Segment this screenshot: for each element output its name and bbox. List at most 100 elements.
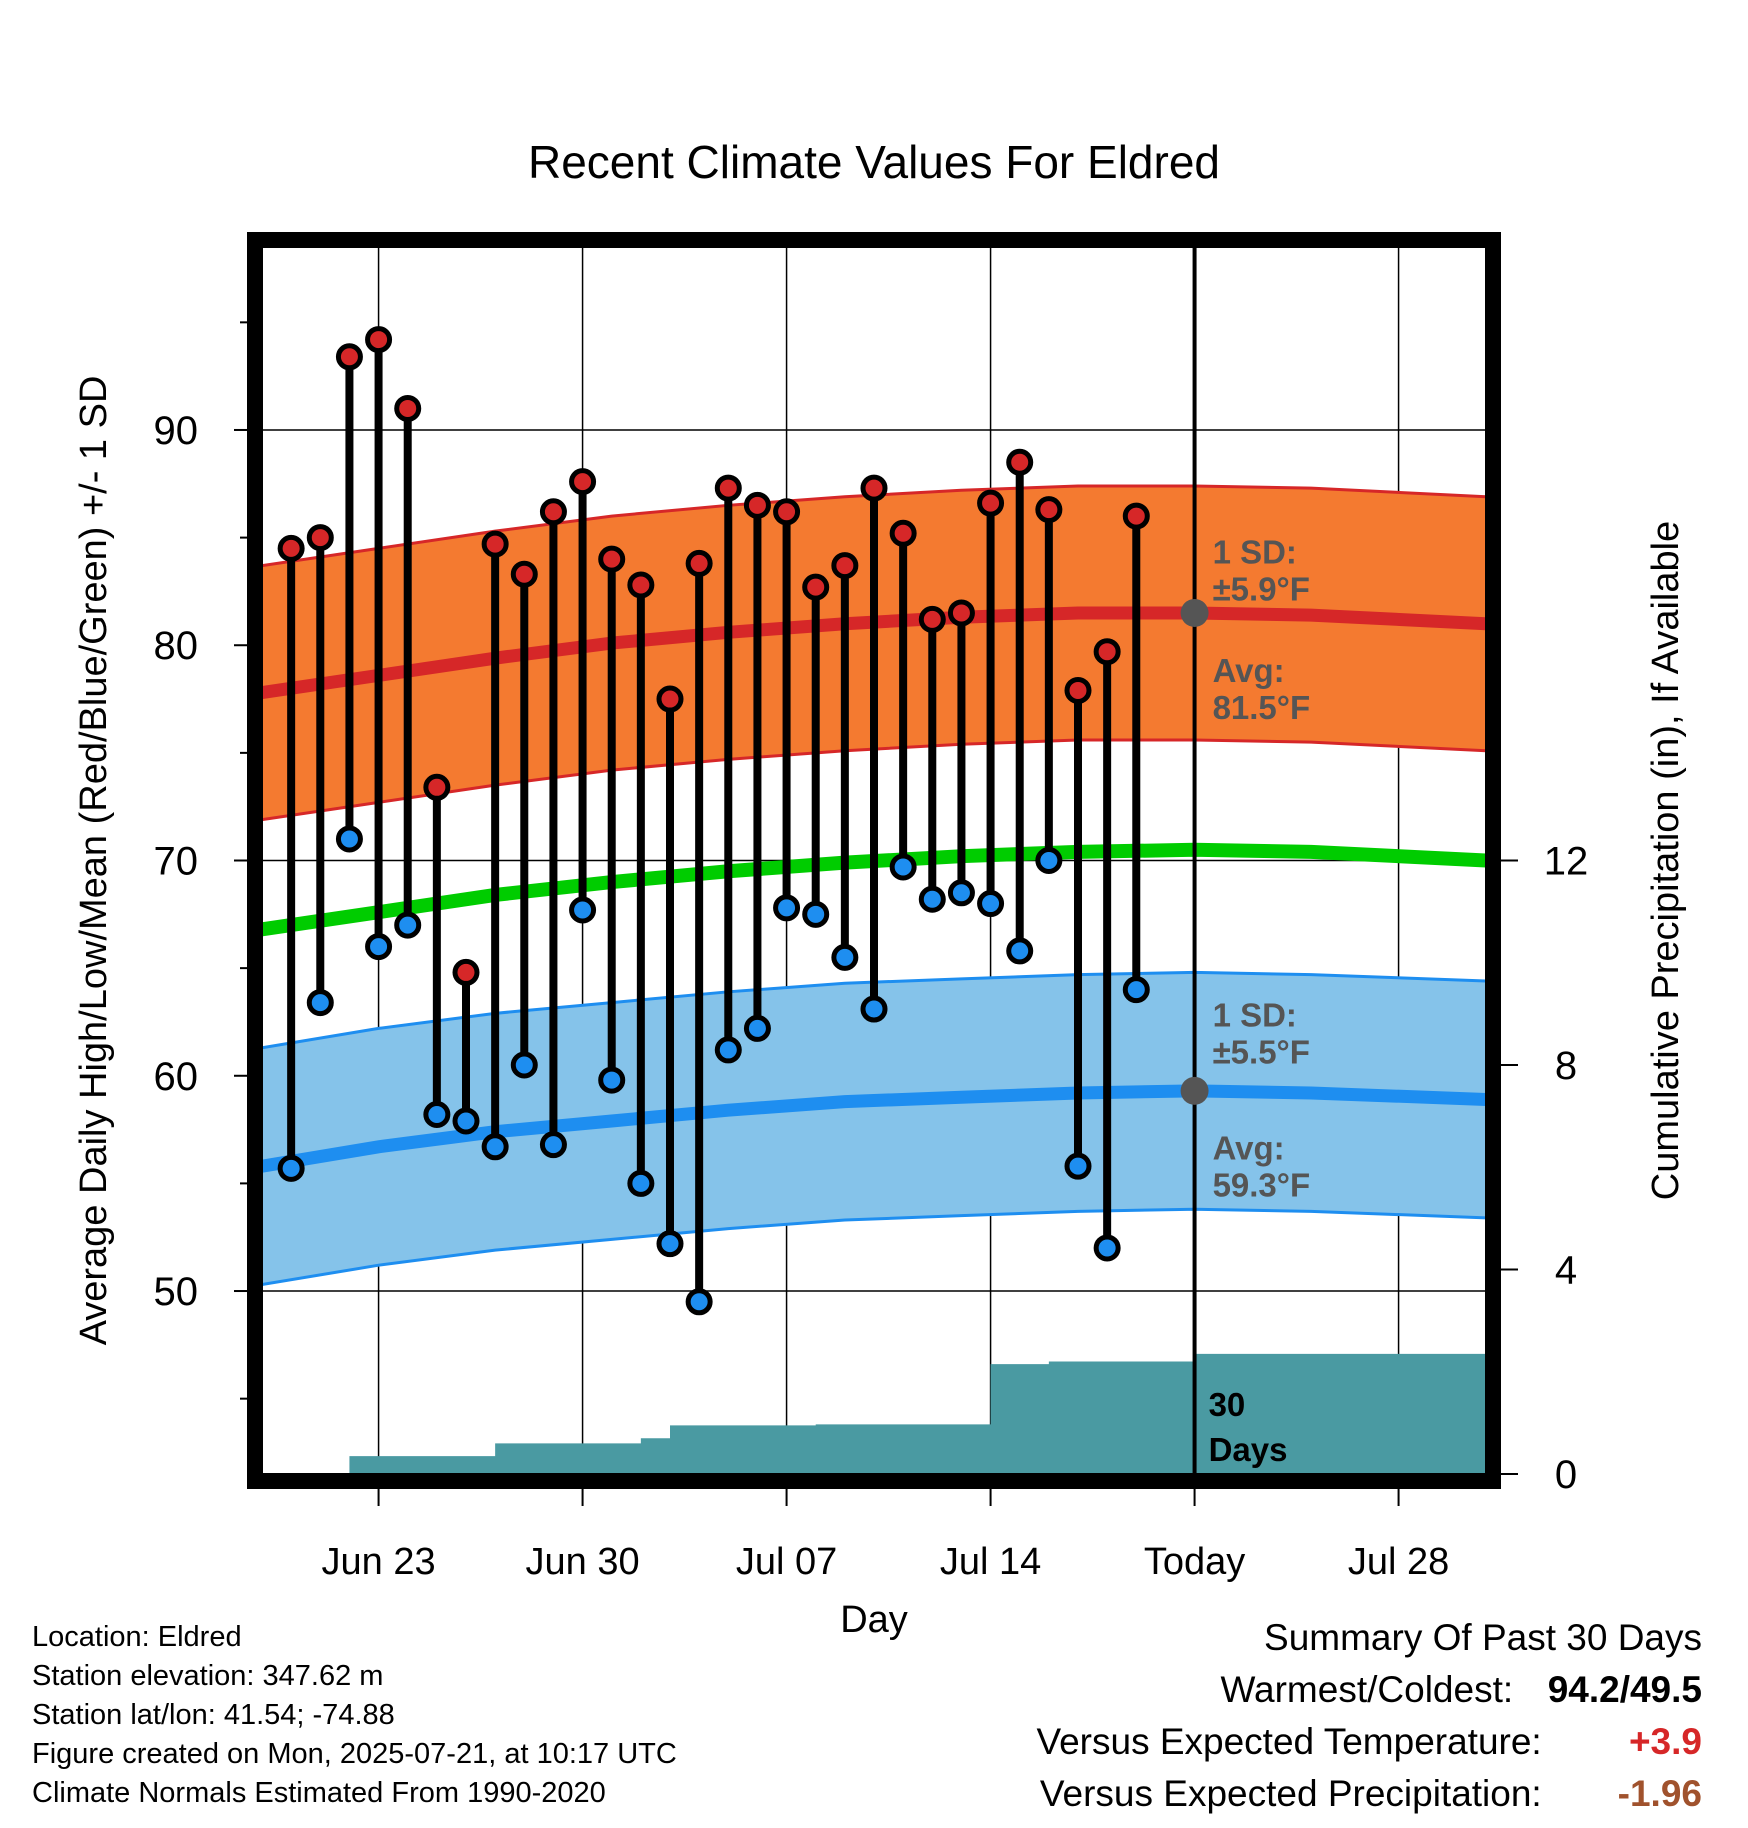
days-unit-label: Days (1209, 1431, 1288, 1468)
created-text: Figure created on Mon, 2025-07-21, at 10… (32, 1738, 677, 1770)
observed-low-point (452, 1107, 480, 1135)
summary-heading: Summary Of Past 30 Days (1264, 1617, 1702, 1658)
observed-low-point (860, 995, 888, 1023)
observed-high-point (539, 498, 567, 526)
y2-tick-label: 4 (1555, 1249, 1577, 1293)
observed-high-point (365, 326, 393, 354)
observed-low-point (1006, 937, 1034, 965)
observed-high-point (569, 468, 597, 496)
y-tick-label: 70 (154, 840, 199, 884)
summary-precip-value: -1.96 (1617, 1773, 1702, 1814)
summary-warmest-value: 94.2/49.5 (1547, 1669, 1702, 1710)
summary-warmest-row: Warmest/Coldest: 94.2/49.5 (1036, 1664, 1702, 1716)
annotation-label: Avg: (1213, 652, 1285, 689)
plot-frame (247, 232, 1501, 1489)
observed-high-point (598, 545, 626, 573)
observed-low-point (277, 1154, 305, 1182)
y-tick-label: 80 (154, 624, 199, 668)
high-avg-marker (1180, 598, 1209, 627)
low-sd-upper-edge (262, 970, 1486, 1050)
observed-high-point (1093, 638, 1121, 666)
observed-high-point (510, 560, 538, 588)
observed-high-point (394, 394, 422, 422)
annotation-label: Avg: (1213, 1130, 1285, 1167)
observed-low-point (685, 1288, 713, 1316)
observed-low-point (802, 900, 830, 928)
y2-tick-label: 0 (1555, 1453, 1577, 1497)
low-mean-line (262, 1084, 1486, 1173)
observed-low-point (598, 1066, 626, 1094)
observed-high-point (656, 685, 684, 713)
y2-tick-label: 12 (1544, 840, 1589, 884)
y-axis-label: Average Daily High/Low/Mean (Red/Blue/Gr… (73, 376, 115, 1346)
y-tick-label: 90 (154, 409, 199, 453)
observed-high-point (773, 498, 801, 526)
annotation-value: 59.3°F (1213, 1167, 1311, 1204)
observed-high-point (277, 534, 305, 562)
observed-high-point (306, 524, 334, 552)
low-avg-marker (1180, 1076, 1209, 1105)
station-info: Location: Eldred Station elevation: 347.… (32, 1618, 677, 1813)
observed-high-point (860, 474, 888, 502)
observed-low-point (394, 911, 422, 939)
observed-low-point (743, 1014, 771, 1042)
x-tick-label: Jul 28 (1348, 1541, 1449, 1583)
x-tick-label: Today (1144, 1541, 1245, 1583)
observed-high-point (423, 773, 451, 801)
observed-high-point (918, 605, 946, 633)
observed-high-point (1035, 496, 1063, 524)
x-tick-label: Jul 07 (736, 1541, 837, 1583)
observed-low-point (773, 894, 801, 922)
low-sd-lower-edge (262, 1207, 1486, 1287)
observed-high-point (743, 491, 771, 519)
location-text: Location: Eldred (32, 1621, 242, 1653)
observed-low-point (977, 890, 1005, 918)
observed-low-point (306, 989, 334, 1017)
annotation-value: ±5.9°F (1213, 570, 1310, 607)
observed-low-point (569, 896, 597, 924)
observed-low-point (656, 1230, 684, 1258)
normals-text: Climate Normals Estimated From 1990-2020 (32, 1777, 606, 1809)
observed-high-point (947, 599, 975, 627)
y-tick-label: 50 (154, 1270, 199, 1314)
observed-low-point (947, 879, 975, 907)
summary-panel: Summary Of Past 30 Days Warmest/Coldest:… (1036, 1612, 1702, 1820)
observed-high-point (714, 474, 742, 502)
observed-high-point (335, 343, 363, 371)
observed-low-point (714, 1036, 742, 1064)
observed-low-point (539, 1131, 567, 1159)
observed-high-point (889, 519, 917, 547)
annotation-value: 81.5°F (1213, 689, 1311, 726)
summary-temp-label: Versus Expected Temperature: (1036, 1721, 1542, 1762)
summary-precip-row: Versus Expected Precipitation: -1.96 (1036, 1768, 1702, 1820)
observed-high-point (452, 958, 480, 986)
low-sd-band (262, 972, 1486, 1285)
observed-high-point (481, 530, 509, 558)
annotation-label: 1 SD: (1213, 533, 1297, 570)
chart-title: Recent Climate Values For Eldred (528, 136, 1220, 188)
observed-high-point (802, 573, 830, 601)
observed-high-point (1064, 676, 1092, 704)
observed-low-point (1064, 1152, 1092, 1180)
latlon-text: Station lat/lon: 41.54; -74.88 (32, 1699, 395, 1731)
observed-high-point (1006, 448, 1034, 476)
observed-low-point (481, 1133, 509, 1161)
summary-precip-label: Versus Expected Precipitation: (1039, 1773, 1542, 1814)
summary-temp-value: +3.9 (1628, 1721, 1702, 1762)
summary-warmest-label: Warmest/Coldest: (1220, 1669, 1514, 1710)
x-tick-label: Jul 14 (940, 1541, 1041, 1583)
observed-low-point (889, 853, 917, 881)
observed-low-point (627, 1169, 655, 1197)
observed-low-point (1093, 1234, 1121, 1262)
observed-low-point (918, 885, 946, 913)
observed-low-point (423, 1101, 451, 1129)
observed-low-point (831, 943, 859, 971)
x-axis-label: Day (840, 1599, 908, 1641)
observed-high-point (1122, 502, 1150, 530)
elevation-text: Station elevation: 347.62 m (32, 1660, 384, 1692)
precip-area (291, 1353, 1486, 1474)
observed-low-point (510, 1051, 538, 1079)
annotation-value: ±5.5°F (1213, 1033, 1310, 1070)
